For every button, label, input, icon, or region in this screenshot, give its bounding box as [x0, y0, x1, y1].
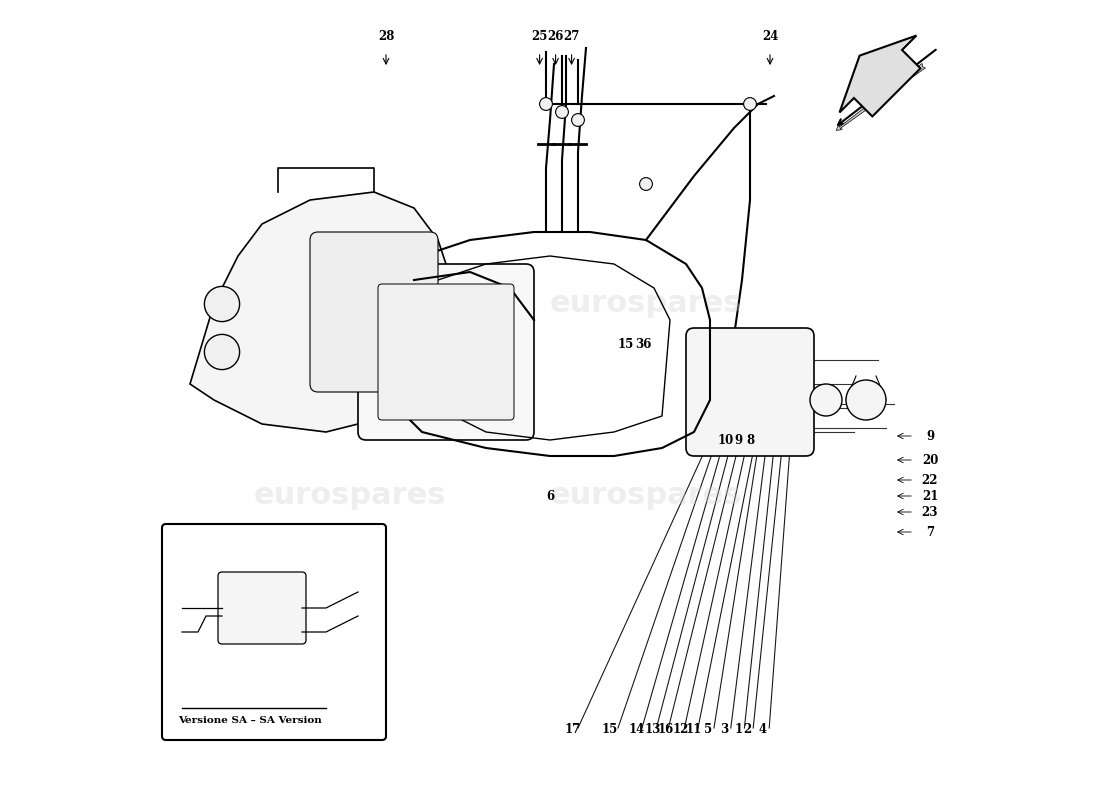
Text: 26: 26	[548, 30, 564, 42]
Text: 2: 2	[744, 723, 751, 736]
Text: 18: 18	[410, 354, 426, 366]
Circle shape	[810, 384, 842, 416]
Text: 20: 20	[922, 454, 938, 466]
Text: 23: 23	[922, 506, 938, 518]
Text: 9: 9	[926, 430, 934, 442]
Text: 36: 36	[636, 338, 652, 350]
Circle shape	[205, 334, 240, 370]
Circle shape	[744, 98, 757, 110]
FancyBboxPatch shape	[310, 232, 438, 392]
Circle shape	[639, 178, 652, 190]
FancyBboxPatch shape	[378, 284, 514, 420]
Text: 13: 13	[645, 723, 661, 736]
Circle shape	[205, 286, 240, 322]
Text: 24: 24	[762, 30, 778, 42]
Text: Versione SA – SA Version: Versione SA – SA Version	[178, 716, 321, 725]
Text: eurospares: eurospares	[550, 482, 742, 510]
Text: eurospares: eurospares	[254, 290, 447, 318]
Circle shape	[556, 106, 569, 118]
Text: 15: 15	[602, 723, 618, 736]
Polygon shape	[190, 192, 454, 432]
FancyBboxPatch shape	[358, 264, 534, 440]
Text: 1: 1	[735, 723, 743, 736]
Circle shape	[572, 114, 584, 126]
Text: 10: 10	[718, 434, 734, 446]
FancyBboxPatch shape	[162, 524, 386, 740]
Text: 15: 15	[618, 338, 634, 350]
Text: 9: 9	[734, 434, 742, 446]
Text: 7: 7	[926, 526, 934, 538]
Text: 34: 34	[267, 663, 282, 673]
Text: eurospares: eurospares	[550, 290, 742, 318]
Text: 27: 27	[563, 30, 580, 42]
Text: eurospares: eurospares	[254, 482, 447, 510]
Text: 5: 5	[704, 723, 713, 736]
Text: 3: 3	[720, 723, 728, 736]
Circle shape	[540, 98, 552, 110]
Text: 3: 3	[290, 663, 298, 673]
Text: 35: 35	[243, 663, 257, 673]
Text: 33: 33	[175, 663, 189, 673]
Text: 31: 31	[227, 535, 241, 545]
Text: 16: 16	[657, 723, 673, 736]
Polygon shape	[839, 35, 921, 117]
Circle shape	[846, 380, 886, 420]
Text: 28: 28	[377, 30, 394, 42]
Text: 19: 19	[418, 286, 434, 298]
Text: 30: 30	[223, 663, 238, 673]
Text: 12: 12	[672, 723, 689, 736]
Text: 22: 22	[922, 474, 938, 486]
Text: 30: 30	[246, 535, 261, 545]
Text: 6: 6	[546, 490, 554, 502]
Text: 8: 8	[346, 587, 353, 597]
Text: 31: 31	[202, 663, 217, 673]
Text: 21: 21	[922, 490, 938, 502]
Text: 32: 32	[187, 535, 201, 545]
Text: 17: 17	[207, 535, 221, 545]
Text: 14: 14	[628, 723, 645, 736]
Text: 4: 4	[759, 723, 767, 736]
Text: 25: 25	[531, 30, 548, 42]
Text: 11: 11	[685, 723, 702, 736]
FancyBboxPatch shape	[218, 572, 306, 644]
Text: 8: 8	[746, 434, 755, 446]
FancyBboxPatch shape	[686, 328, 814, 456]
Text: 17: 17	[564, 723, 581, 736]
Text: 29: 29	[442, 318, 459, 330]
